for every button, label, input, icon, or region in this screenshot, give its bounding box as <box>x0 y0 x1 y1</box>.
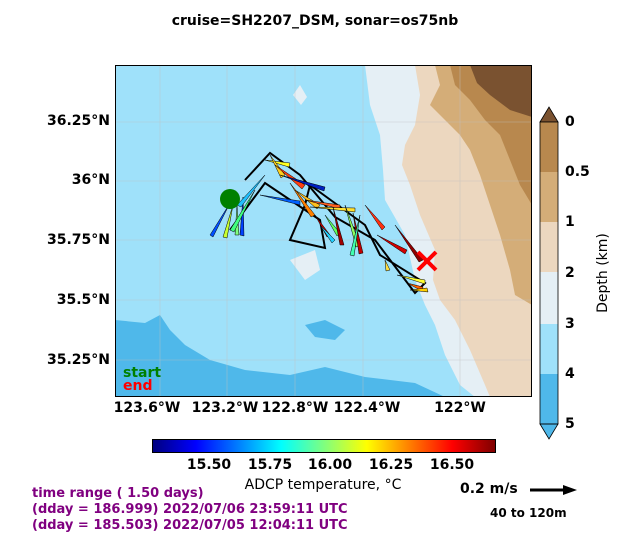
depth-tick: 0.5 <box>565 164 590 180</box>
depth-range: 40 to 120m <box>490 506 567 520</box>
depth-tick: 4 <box>565 366 575 382</box>
temperature-colorbar-label: ADCP temperature, °C <box>244 477 402 493</box>
depth-tick: 1 <box>565 214 575 230</box>
lon-tick: 122°W <box>434 400 486 416</box>
start-time: (dday = 185.503) 2022/07/05 12:04:11 UTC <box>32 518 348 533</box>
time-range: time range ( 1.50 days) <box>32 486 204 501</box>
lat-tick: 35.75°N <box>47 232 110 248</box>
temperature-colorbar <box>152 439 496 453</box>
start-marker <box>220 189 240 209</box>
end-time: (dday = 186.999) 2022/07/06 23:59:11 UTC <box>32 502 348 517</box>
lat-tick: 35.25°N <box>47 352 110 368</box>
depth-colorbar <box>539 106 559 440</box>
land <box>470 65 532 117</box>
lon-tick: 122.4°W <box>333 400 401 416</box>
map-panel <box>115 65 532 397</box>
depth-tick: 3 <box>565 316 575 332</box>
lon-tick: 122.8°W <box>261 400 329 416</box>
temp-tick: 15.75 <box>247 457 293 473</box>
scale-label: 0.2 m/s <box>460 481 518 497</box>
lat-tick: 36.25°N <box>47 113 110 129</box>
scale-arrow <box>530 485 577 495</box>
lat-tick: 35.5°N <box>56 292 110 308</box>
temp-tick: 15.50 <box>186 457 232 473</box>
map-grid <box>115 65 532 397</box>
ship-track <box>229 151 427 295</box>
lat-tick: 36°N <box>71 172 110 188</box>
temp-tick: 16.50 <box>429 457 475 473</box>
depth-colorbar-label: Depth (km) <box>595 233 611 313</box>
end-marker <box>416 250 438 272</box>
legend-end: end <box>123 378 153 394</box>
map-frame <box>115 65 532 397</box>
legend-start: start <box>123 365 162 381</box>
lon-tick: 123.6°W <box>113 400 181 416</box>
ocean-deep <box>115 315 445 397</box>
depth-tick: 5 <box>565 416 575 432</box>
temp-tick: 16.25 <box>368 457 414 473</box>
plot-title: cruise=SH2207_DSM, sonar=os75nb <box>171 13 459 29</box>
lon-tick: 123.2°W <box>191 400 259 416</box>
depth-tick: 0 <box>565 114 575 130</box>
temp-tick: 16.00 <box>307 457 353 473</box>
depth-tick: 2 <box>565 265 575 281</box>
adcp-vectors <box>209 154 429 293</box>
